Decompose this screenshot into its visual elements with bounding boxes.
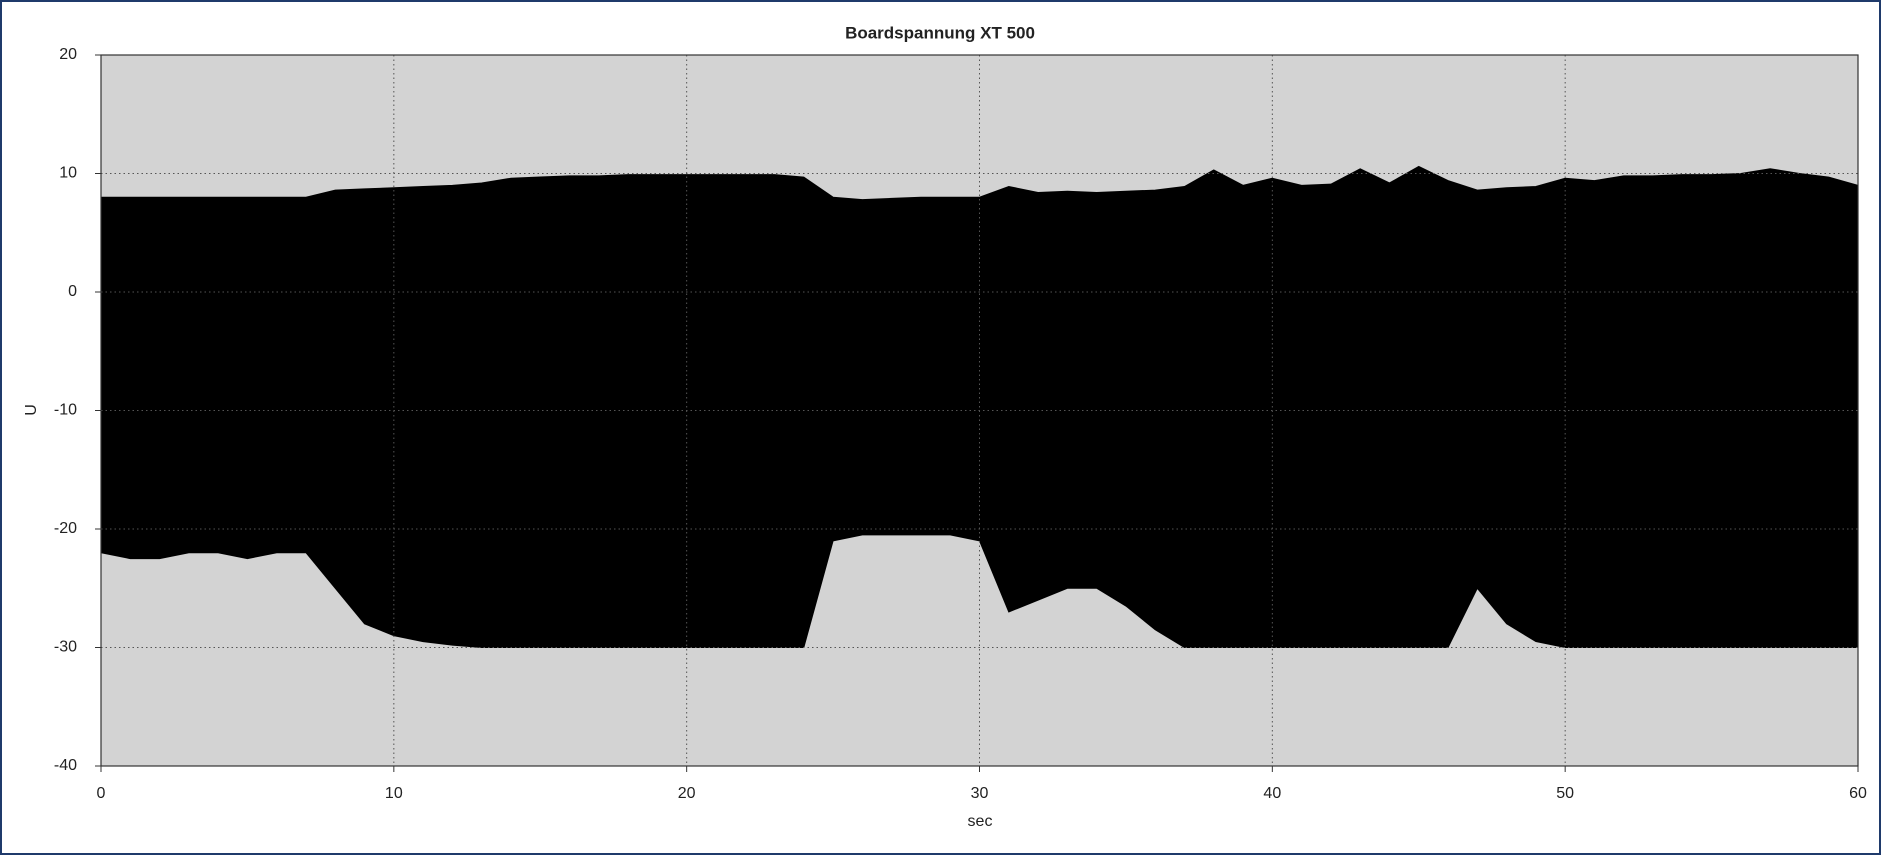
- x-axis-label: sec: [968, 813, 993, 830]
- y-tick-label: -40: [54, 757, 77, 774]
- chart-title: Boardspannung XT 500: [845, 23, 1035, 42]
- x-tick-label: 10: [385, 785, 403, 802]
- plot-border: [100, 54, 1859, 767]
- y-tick-label: 0: [68, 283, 77, 300]
- x-tick-label: 20: [678, 785, 696, 802]
- y-tick-label: -10: [54, 402, 77, 419]
- x-tick-label: 30: [971, 785, 989, 802]
- y-tick-label: -30: [54, 639, 77, 656]
- x-tick-label: 0: [97, 785, 106, 802]
- y-tick-label: 10: [59, 165, 77, 182]
- x-tick-label: 50: [1556, 785, 1574, 802]
- y-tick-label: -20: [54, 520, 77, 537]
- x-tick-label: 40: [1263, 785, 1281, 802]
- y-tick-label: 20: [59, 46, 77, 63]
- y-axis-label: U: [23, 404, 40, 416]
- x-tick-label: 60: [1849, 785, 1867, 802]
